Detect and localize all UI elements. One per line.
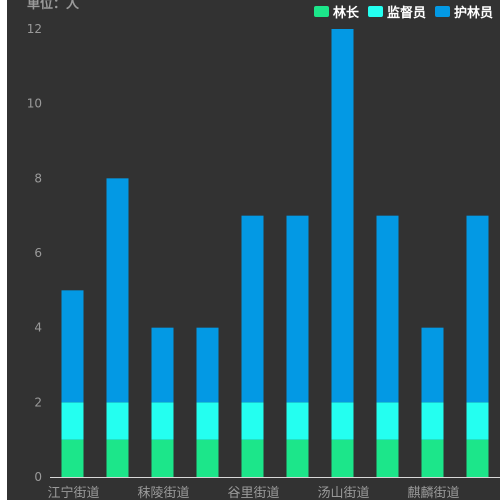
legend-swatch-ranger: [435, 6, 451, 17]
bar-supervisor[interactable]: [151, 402, 174, 440]
bar-forest-chief[interactable]: [331, 439, 354, 477]
bar-forest-chief[interactable]: [286, 439, 309, 477]
bar-ranger[interactable]: [196, 327, 219, 403]
bar-supervisor[interactable]: [241, 402, 264, 440]
bar-ranger[interactable]: [151, 327, 174, 403]
y-tick-label: 10: [27, 97, 42, 111]
y-axis-unit-label: 单位：人: [27, 0, 80, 12]
bar-forest-chief[interactable]: [241, 439, 264, 477]
x-tick-label: 麒麟街道: [407, 485, 459, 500]
bar-ranger[interactable]: [421, 327, 444, 403]
legend: 林长 监督员 护林员: [314, 2, 500, 21]
bar-ranger[interactable]: [286, 215, 309, 403]
bar-ranger[interactable]: [106, 178, 129, 403]
legend-item-supervisor[interactable]: 监督员: [368, 2, 426, 21]
bar-ranger[interactable]: [331, 29, 354, 403]
bar-ranger[interactable]: [466, 215, 489, 403]
bar-forest-chief[interactable]: [466, 439, 489, 477]
y-tick-label: 4: [34, 321, 42, 335]
y-axis-ticks: 0 2 4 6 8 10 12: [27, 22, 42, 484]
y-tick-label: 6: [34, 246, 42, 260]
bar-ranger[interactable]: [241, 215, 264, 403]
x-tick-label: 江宁街道: [47, 485, 99, 500]
bar-forest-chief[interactable]: [196, 439, 219, 477]
legend-swatch-forest-chief: [314, 6, 329, 17]
legend-swatch-supervisor: [368, 6, 384, 17]
bar-series: [61, 29, 489, 477]
x-axis-ticks: 江宁街道 秣陵街道 谷里街道 汤山街道 麒麟街道: [47, 485, 459, 500]
legend-item-ranger[interactable]: 护林员: [435, 2, 493, 21]
x-tick-label: 谷里街道: [227, 486, 279, 500]
y-tick-label: 2: [34, 395, 42, 409]
bar-supervisor[interactable]: [421, 402, 444, 440]
legend-label-forest-chief: 林长: [333, 6, 360, 21]
bar-forest-chief[interactable]: [151, 439, 174, 477]
x-tick-label: 秣陵街道: [137, 485, 189, 500]
bar-supervisor[interactable]: [376, 402, 399, 440]
legend-label-ranger: 护林员: [454, 6, 494, 21]
bar-ranger[interactable]: [376, 215, 399, 403]
bar-forest-chief[interactable]: [106, 439, 129, 477]
x-tick-label: 汤山街道: [317, 486, 369, 500]
bar-ranger[interactable]: [61, 290, 84, 403]
legend-item-forest-chief[interactable]: 林长: [314, 2, 359, 21]
bar-supervisor[interactable]: [286, 402, 309, 440]
legend-label-supervisor: 监督员: [387, 6, 427, 21]
bar-supervisor[interactable]: [331, 402, 354, 440]
bar-supervisor[interactable]: [196, 402, 219, 440]
bar-forest-chief[interactable]: [61, 439, 84, 477]
bar-supervisor[interactable]: [466, 402, 489, 440]
y-tick-label: 8: [34, 171, 42, 185]
y-tick-label: 12: [27, 22, 42, 36]
bar-forest-chief[interactable]: [421, 439, 444, 477]
y-tick-label: 0: [34, 470, 42, 484]
bar-supervisor[interactable]: [61, 402, 84, 440]
bar-forest-chief[interactable]: [376, 439, 399, 477]
bar-supervisor[interactable]: [106, 402, 129, 440]
